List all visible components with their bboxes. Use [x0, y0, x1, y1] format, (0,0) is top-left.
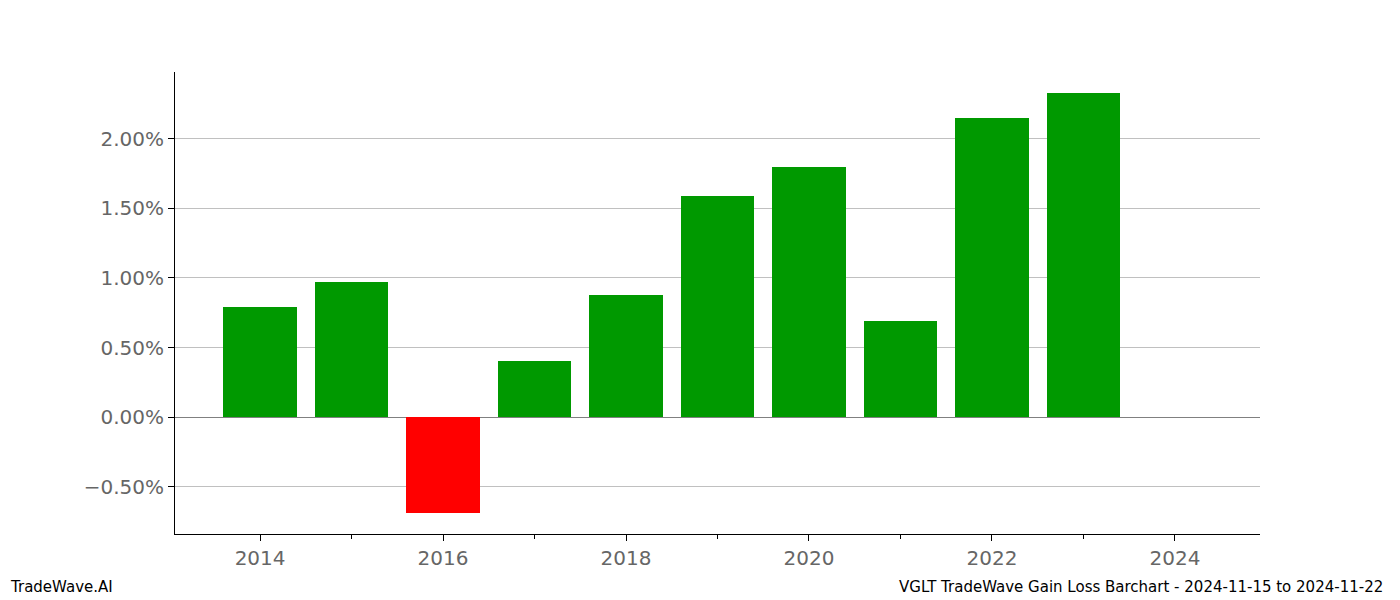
svg-text:1.50%: 1.50% [100, 196, 164, 220]
svg-text:VGLT TradeWave Gain Loss Barch: VGLT TradeWave Gain Loss Barchart - 2024… [899, 578, 1383, 596]
svg-text:2016: 2016 [418, 546, 469, 570]
svg-text:0.00%: 0.00% [100, 405, 164, 429]
svg-text:−0.50%: −0.50% [84, 475, 164, 499]
svg-text:2024: 2024 [1149, 546, 1200, 570]
svg-text:TradeWave.AI: TradeWave.AI [10, 578, 113, 596]
svg-text:2018: 2018 [601, 546, 652, 570]
svg-text:1.00%: 1.00% [100, 266, 164, 290]
svg-text:0.50%: 0.50% [100, 336, 164, 360]
svg-text:2022: 2022 [966, 546, 1017, 570]
svg-text:2020: 2020 [784, 546, 835, 570]
svg-text:2.00%: 2.00% [100, 127, 164, 151]
svg-text:2014: 2014 [235, 546, 286, 570]
